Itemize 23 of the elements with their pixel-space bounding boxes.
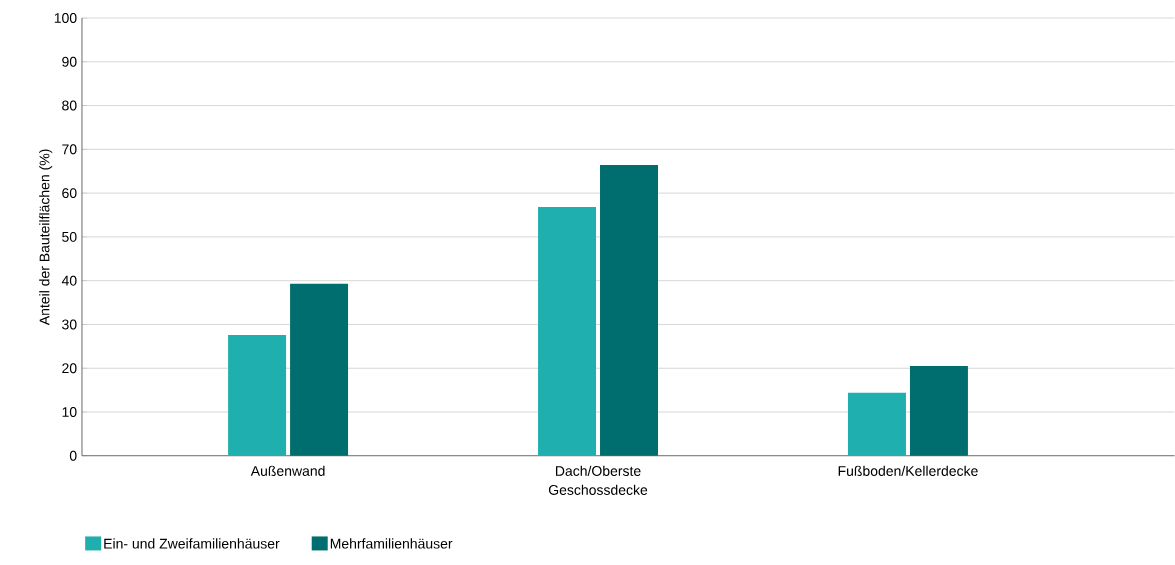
y-tick-label: 40 [61,275,77,286]
bar [847,392,906,456]
y-tick-label: 80 [62,100,77,111]
y-tick-label: 50 [62,232,77,242]
y-tick-label: 30 [62,319,77,330]
x-tick-label: Fußboden/Kellerdecke [838,465,978,477]
y-axis-title: Anteil der Bauteilflächen (%) [39,149,53,326]
legend-label: Ein- und Zweifamilienhäuser [104,538,280,549]
bar [909,366,968,456]
y-tick-label: 60 [62,188,77,199]
bar [538,207,597,456]
y-tick-label: 70 [62,144,77,155]
x-tick-label: Dach/Oberste Geschossdecke [548,465,648,496]
x-tick-label: Außenwand [250,465,325,477]
bar [600,165,658,456]
y-tick-label: 20 [62,363,77,374]
bar [290,283,349,456]
y-tick-label: 90 [62,56,77,67]
legend-label: Mehrfamilienhäuser [330,538,453,549]
y-tick-label: 0 [69,450,77,461]
y-tick-label: 10 [62,407,77,418]
y-tick-label: 100 [54,13,77,24]
bar [228,335,287,456]
